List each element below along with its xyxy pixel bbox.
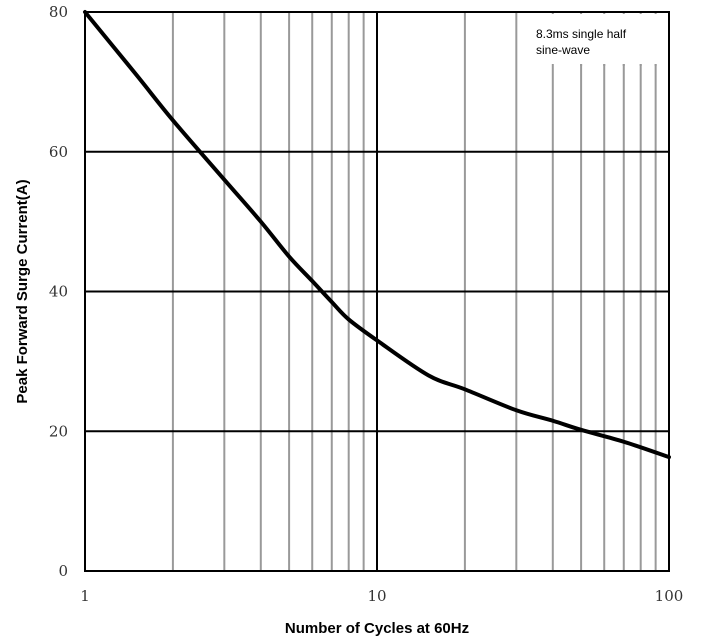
y-axis-label: Peak Forward Surge Current(A) [14, 179, 31, 403]
annotation-line-1: 8.3ms single half [536, 27, 627, 41]
annotation-background [527, 14, 667, 64]
annotation-box: 8.3ms single half sine-wave [527, 14, 667, 66]
grid-layer [84, 11, 670, 572]
x-tick-labels: 1 10 100 [80, 587, 683, 605]
x-tick-label: 10 [367, 587, 386, 605]
y-tick-label: 40 [49, 283, 68, 301]
x-tick-label: 100 [655, 587, 684, 605]
series-line [83, 10, 671, 460]
x-axis-label: Number of Cycles at 60Hz [285, 620, 469, 637]
y-tick-label: 0 [58, 562, 68, 580]
y-tick-labels: 0 20 40 60 80 [49, 3, 68, 580]
annotation-line-2: sine-wave [536, 43, 590, 57]
x-tick-label: 1 [80, 587, 90, 605]
y-tick-label: 60 [49, 143, 68, 161]
y-tick-label: 20 [49, 422, 68, 440]
y-tick-label: 80 [49, 3, 68, 21]
plot-area-frame [84, 11, 670, 572]
